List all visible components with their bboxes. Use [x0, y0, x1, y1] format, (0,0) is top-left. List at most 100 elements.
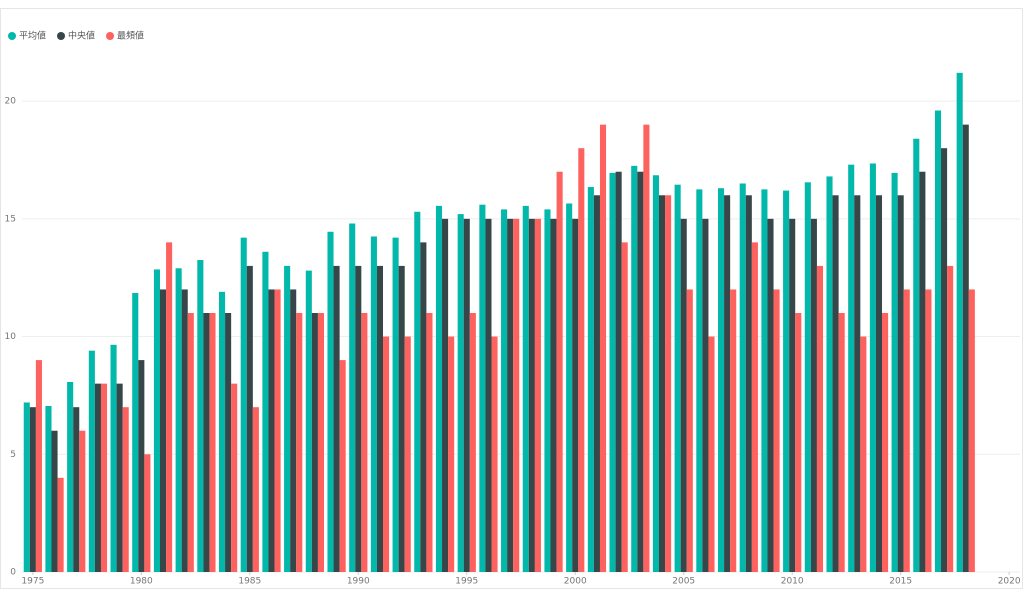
x-tick-label: 1990: [347, 577, 370, 587]
x-tick-label: 2005: [672, 577, 695, 587]
bar: [88, 350, 95, 572]
bar: [962, 124, 969, 573]
bar: [680, 218, 687, 572]
bar: [181, 289, 188, 572]
bar: [457, 214, 464, 573]
bar: [29, 407, 36, 572]
bar: [838, 313, 845, 572]
x-tick-label: 2015: [889, 577, 912, 587]
bar: [414, 211, 421, 572]
bar: [708, 336, 715, 572]
bar: [665, 195, 672, 573]
bar: [132, 292, 139, 572]
legend-marker: [57, 32, 66, 40]
bar: [175, 268, 182, 572]
bar: [383, 336, 390, 572]
bar: [599, 124, 607, 573]
bar: [810, 218, 817, 572]
bar: [826, 176, 833, 572]
bar: [435, 205, 443, 573]
x-tick-label: 1975: [21, 577, 44, 587]
bar: [442, 218, 449, 572]
bar: [941, 148, 948, 572]
bar: [507, 218, 514, 572]
bar: [637, 171, 644, 572]
bar: [593, 195, 600, 573]
bar: [246, 265, 253, 572]
bar: [355, 265, 362, 572]
bar: [203, 313, 210, 572]
y-tick-label: 5: [10, 450, 16, 460]
bar: [339, 360, 346, 572]
bar: [789, 218, 796, 572]
bar: [609, 172, 616, 572]
bar: [67, 381, 74, 572]
bar: [197, 260, 204, 572]
bar: [94, 383, 101, 572]
bar: [479, 204, 486, 572]
bar: [544, 209, 551, 572]
bar: [122, 407, 129, 572]
bar: [795, 313, 802, 572]
bar: [448, 336, 455, 572]
bar: [404, 336, 411, 572]
bar: [218, 291, 226, 572]
bar: [262, 251, 269, 573]
bar: [116, 383, 123, 572]
bar: [730, 289, 737, 572]
bar: [587, 187, 594, 573]
bar: [35, 360, 42, 572]
bar: [652, 175, 659, 572]
bar: [767, 218, 774, 572]
bar: [426, 313, 433, 572]
bar: [832, 195, 839, 573]
bar: [296, 313, 303, 572]
bar: [100, 383, 108, 572]
bar: [159, 289, 167, 572]
bar: [469, 313, 476, 572]
bar: [284, 265, 291, 572]
x-tick-label: 1980: [130, 577, 153, 587]
bar: [463, 218, 470, 572]
bar: [621, 242, 628, 572]
bar: [398, 265, 405, 572]
bar: [144, 454, 151, 572]
bar: [550, 218, 557, 572]
bar: [658, 195, 666, 573]
bar: [501, 209, 508, 572]
bar: [556, 171, 563, 572]
bar: [491, 336, 498, 572]
bar: [724, 195, 731, 573]
bar: [327, 231, 334, 572]
bar: [485, 218, 492, 572]
bar: [615, 171, 622, 572]
bar: [631, 165, 638, 572]
bar: [209, 313, 216, 572]
bar: [240, 237, 247, 572]
bar: [153, 269, 160, 572]
bar: [305, 270, 312, 572]
bar: [947, 265, 954, 572]
bar: [934, 110, 942, 572]
bar: [290, 289, 297, 572]
bar: [919, 171, 926, 572]
bar: [860, 336, 867, 572]
x-tick-label: 2000: [564, 577, 587, 587]
bar: [956, 72, 963, 572]
legend-label: 平均値: [19, 30, 46, 42]
bar: [751, 242, 758, 572]
bar: [225, 313, 232, 572]
legend-label: 最頻値: [117, 30, 144, 42]
bar: [73, 407, 80, 572]
bar: [745, 195, 752, 573]
y-tick-label: 15: [5, 214, 16, 224]
bar: [968, 289, 975, 572]
bar: [761, 189, 768, 573]
bar: [311, 313, 318, 572]
x-tick-label: 2010: [781, 577, 804, 587]
bar: [376, 265, 384, 572]
bar: [534, 218, 541, 572]
bar: [349, 223, 356, 572]
bar: [138, 360, 145, 572]
